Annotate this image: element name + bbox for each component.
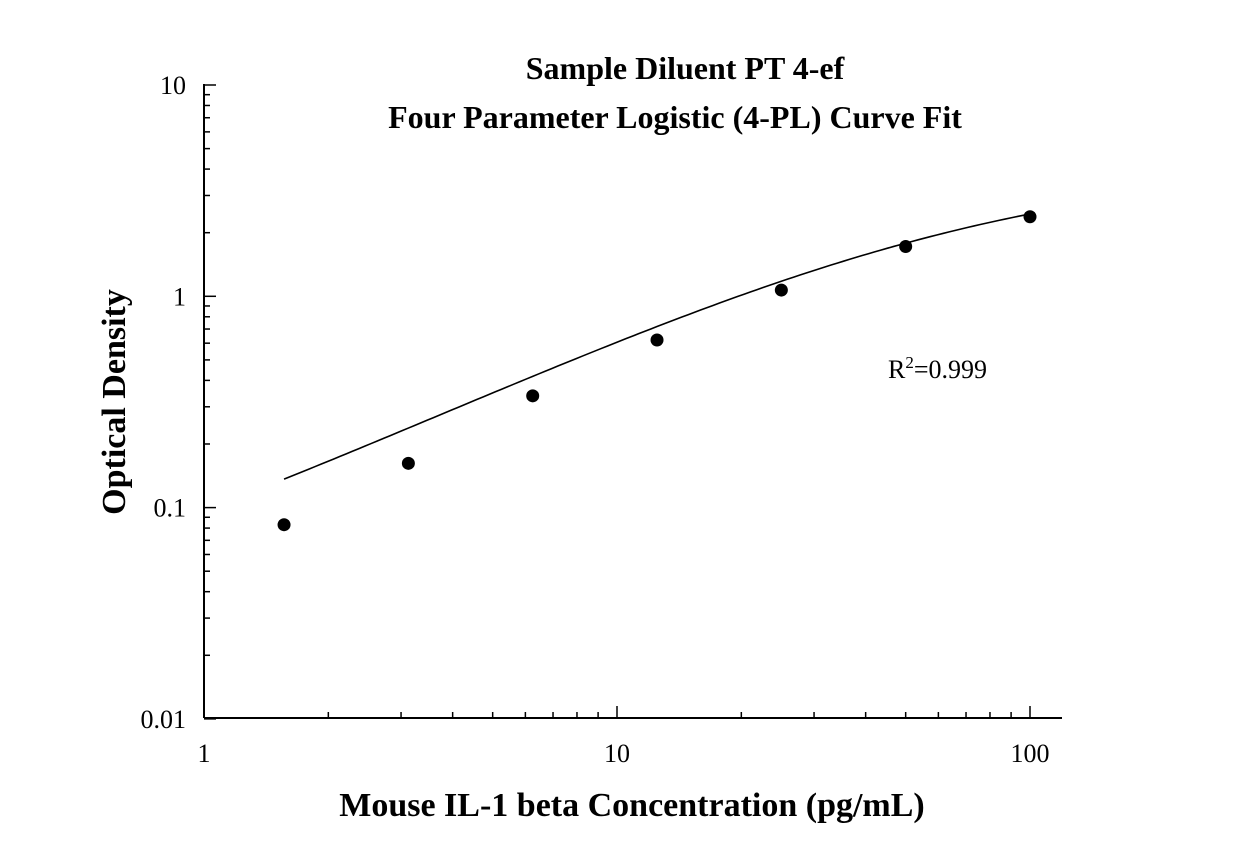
x-tick-label: 100 [1011,739,1050,768]
r-squared-superscript: 2 [905,353,914,372]
data-point [1023,210,1037,224]
fit-curve-layer [283,213,1031,480]
x-tick-label: 10 [604,739,630,768]
y-tick-label: 0.01 [141,705,187,734]
y-tick-label: 1 [173,282,186,311]
data-point [774,283,788,297]
r-squared-base: R [888,355,906,384]
chart-title-line-1: Sample Diluent PT 4-ef [526,50,845,86]
y-axis-label: Optical Density [96,289,133,515]
chart-title-line-2: Four Parameter Logistic (4-PL) Curve Fit [388,99,962,135]
x-tick-label: 1 [198,739,211,768]
r-squared-annotation: R2=0.999 [888,353,987,384]
data-point [277,518,291,532]
y-tick-label: 10 [160,71,186,100]
data-point [401,456,415,470]
chart-title: Sample Diluent PT 4-ef Four Parameter Lo… [388,50,962,135]
axes: 0.01 0.1 1 10 1 10 100 [141,71,1062,768]
data-points [277,210,1037,532]
x-axis-label: Mouse IL-1 beta Concentration (pg/mL) [339,787,925,824]
fit-curve [283,213,1031,480]
data-point [650,333,664,347]
data-point [899,240,913,254]
data-point [526,389,540,403]
y-tick-label: 0.1 [154,494,187,523]
r-squared-value: =0.999 [914,355,987,384]
